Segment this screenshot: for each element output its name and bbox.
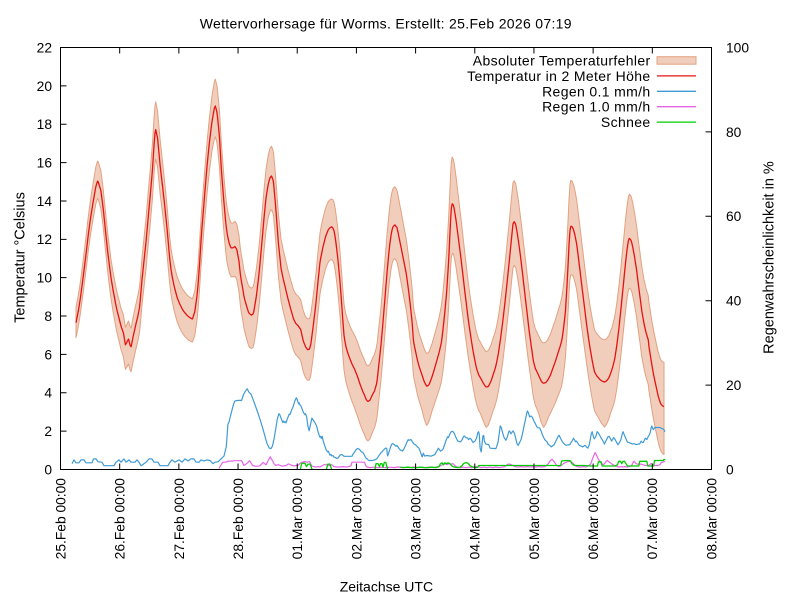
svg-text:25.Feb 00:00: 25.Feb 00:00 (53, 478, 68, 560)
svg-text:40: 40 (726, 294, 742, 309)
svg-text:Temperatur in 2 Meter Höhe: Temperatur in 2 Meter Höhe (467, 68, 650, 84)
svg-text:08.Mar 00:00: 08.Mar 00:00 (704, 478, 719, 560)
svg-text:6: 6 (44, 347, 52, 362)
svg-text:03.Mar 00:00: 03.Mar 00:00 (408, 478, 423, 560)
svg-text:Schnee: Schnee (601, 114, 651, 130)
svg-text:Absoluter Temperaturfehler: Absoluter Temperaturfehler (473, 53, 651, 69)
svg-text:26.Feb 00:00: 26.Feb 00:00 (113, 478, 128, 560)
svg-text:4: 4 (44, 386, 52, 401)
svg-text:Zeitachse UTC: Zeitachse UTC (340, 579, 433, 595)
svg-text:0: 0 (44, 462, 52, 477)
svg-text:06.Mar 00:00: 06.Mar 00:00 (586, 478, 601, 560)
svg-text:20: 20 (37, 79, 53, 94)
svg-text:0: 0 (726, 462, 734, 477)
svg-text:12: 12 (37, 232, 52, 247)
svg-text:8: 8 (44, 309, 52, 324)
svg-text:22: 22 (37, 40, 52, 55)
svg-text:04.Mar 00:00: 04.Mar 00:00 (468, 478, 483, 560)
svg-text:02.Mar 00:00: 02.Mar 00:00 (349, 478, 364, 560)
svg-text:2: 2 (44, 424, 52, 439)
svg-text:Regen 0.1 mm/h: Regen 0.1 mm/h (542, 83, 650, 99)
svg-text:01.Mar 00:00: 01.Mar 00:00 (290, 478, 305, 560)
svg-text:Regenwahrscheinlichkeit in %: Regenwahrscheinlichkeit in % (762, 161, 778, 354)
svg-text:16: 16 (37, 156, 53, 171)
svg-text:05.Mar 00:00: 05.Mar 00:00 (527, 478, 542, 560)
svg-text:18: 18 (37, 117, 53, 132)
svg-text:27.Feb 00:00: 27.Feb 00:00 (172, 478, 187, 560)
svg-text:Wettervorhersage für Worms. Er: Wettervorhersage für Worms. Erstellt: 25… (200, 16, 572, 32)
svg-text:07.Mar 00:00: 07.Mar 00:00 (645, 478, 660, 560)
svg-text:20: 20 (726, 378, 742, 393)
svg-text:80: 80 (726, 125, 742, 140)
svg-text:100: 100 (726, 40, 749, 55)
svg-text:14: 14 (37, 194, 53, 209)
svg-text:28.Feb 00:00: 28.Feb 00:00 (231, 478, 246, 560)
svg-text:Regen 1.0 mm/h: Regen 1.0 mm/h (542, 99, 650, 115)
svg-text:Temperatur °Celsius: Temperatur °Celsius (13, 192, 29, 323)
svg-text:60: 60 (726, 209, 742, 224)
svg-text:10: 10 (37, 271, 53, 286)
